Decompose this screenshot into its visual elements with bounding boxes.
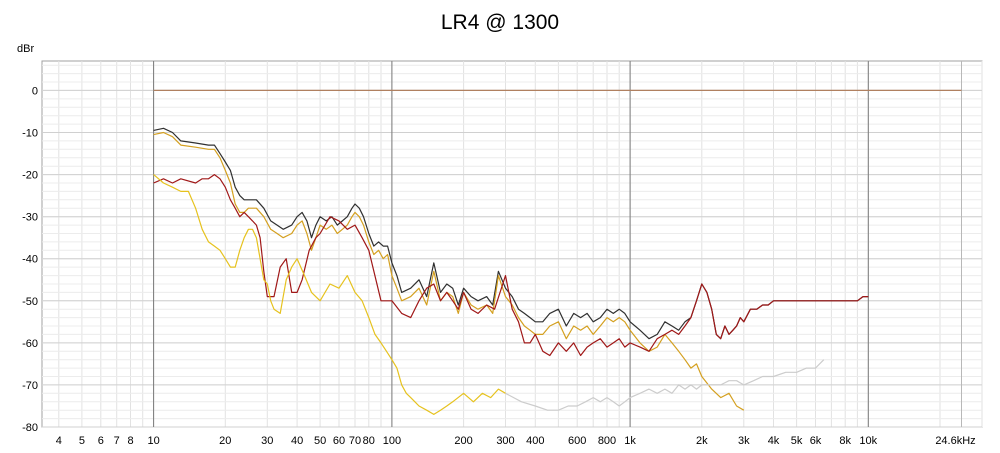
x-tick-label: 10: [147, 435, 159, 447]
x-tick-label: 4: [56, 435, 62, 447]
x-tick-label: 800: [598, 435, 616, 447]
y-tick-label: 0: [32, 85, 38, 97]
y-tick-label: -70: [22, 380, 38, 392]
series-layer: [153, 89, 962, 415]
x-axis-ticks: 4 5 6 7 8 10 20 30 40 50 60 70 80 100 200 300 400 600 800 1…: [56, 435, 976, 447]
x-tick-label: 7: [114, 435, 120, 447]
x-tick-label: 8: [127, 435, 133, 447]
x-tick-label: 300: [496, 435, 514, 447]
y-tick-label: -40: [22, 254, 38, 266]
x-tick-label: 80: [363, 435, 375, 447]
y-tick-label: -30: [22, 212, 38, 224]
x-tick-label: 60: [333, 435, 345, 447]
x-tick-label: 40: [291, 435, 303, 447]
x-tick-label: 4k: [768, 435, 780, 447]
y-tick-label: -50: [22, 296, 38, 308]
x-tick-label: 6k: [810, 435, 822, 447]
x-tick-label: 200: [454, 435, 472, 447]
y-tick-label: -80: [22, 422, 38, 434]
x-tick-label: 20: [219, 435, 231, 447]
series-line-5: [153, 174, 506, 415]
x-tick-label: 24.6kHz: [935, 435, 975, 447]
x-tick-label: 8k: [839, 435, 851, 447]
x-tick-label: 100: [383, 435, 401, 447]
x-tick-label: 70: [349, 435, 361, 447]
y-axis-label: dBr: [17, 43, 34, 55]
x-tick-label: 5k: [791, 435, 803, 447]
plot-area: [41, 60, 983, 428]
x-tick-label: 2k: [696, 435, 708, 447]
y-tick-label: -10: [22, 128, 38, 140]
x-tick-label: 1k: [624, 435, 636, 447]
x-tick-label: 400: [526, 435, 544, 447]
chart-title: LR4 @ 1300: [441, 11, 559, 34]
x-tick-label: 10k: [859, 435, 877, 447]
series-line-3: [153, 131, 745, 411]
y-tick-label: -60: [22, 338, 38, 350]
x-tick-label: 5: [79, 435, 85, 447]
x-tick-label: 30: [261, 435, 273, 447]
x-tick-label: 600: [568, 435, 586, 447]
series-line-6: [505, 359, 825, 411]
y-axis-ticks: 0 -10 -20 -30 -40 -50 -60 -70 -80: [22, 85, 38, 434]
y-tick-label: -20: [22, 170, 38, 182]
series-line-4: [153, 174, 869, 357]
x-tick-label: 50: [314, 435, 326, 447]
x-tick-label: 3k: [738, 435, 750, 447]
x-tick-label: 6: [98, 435, 104, 447]
